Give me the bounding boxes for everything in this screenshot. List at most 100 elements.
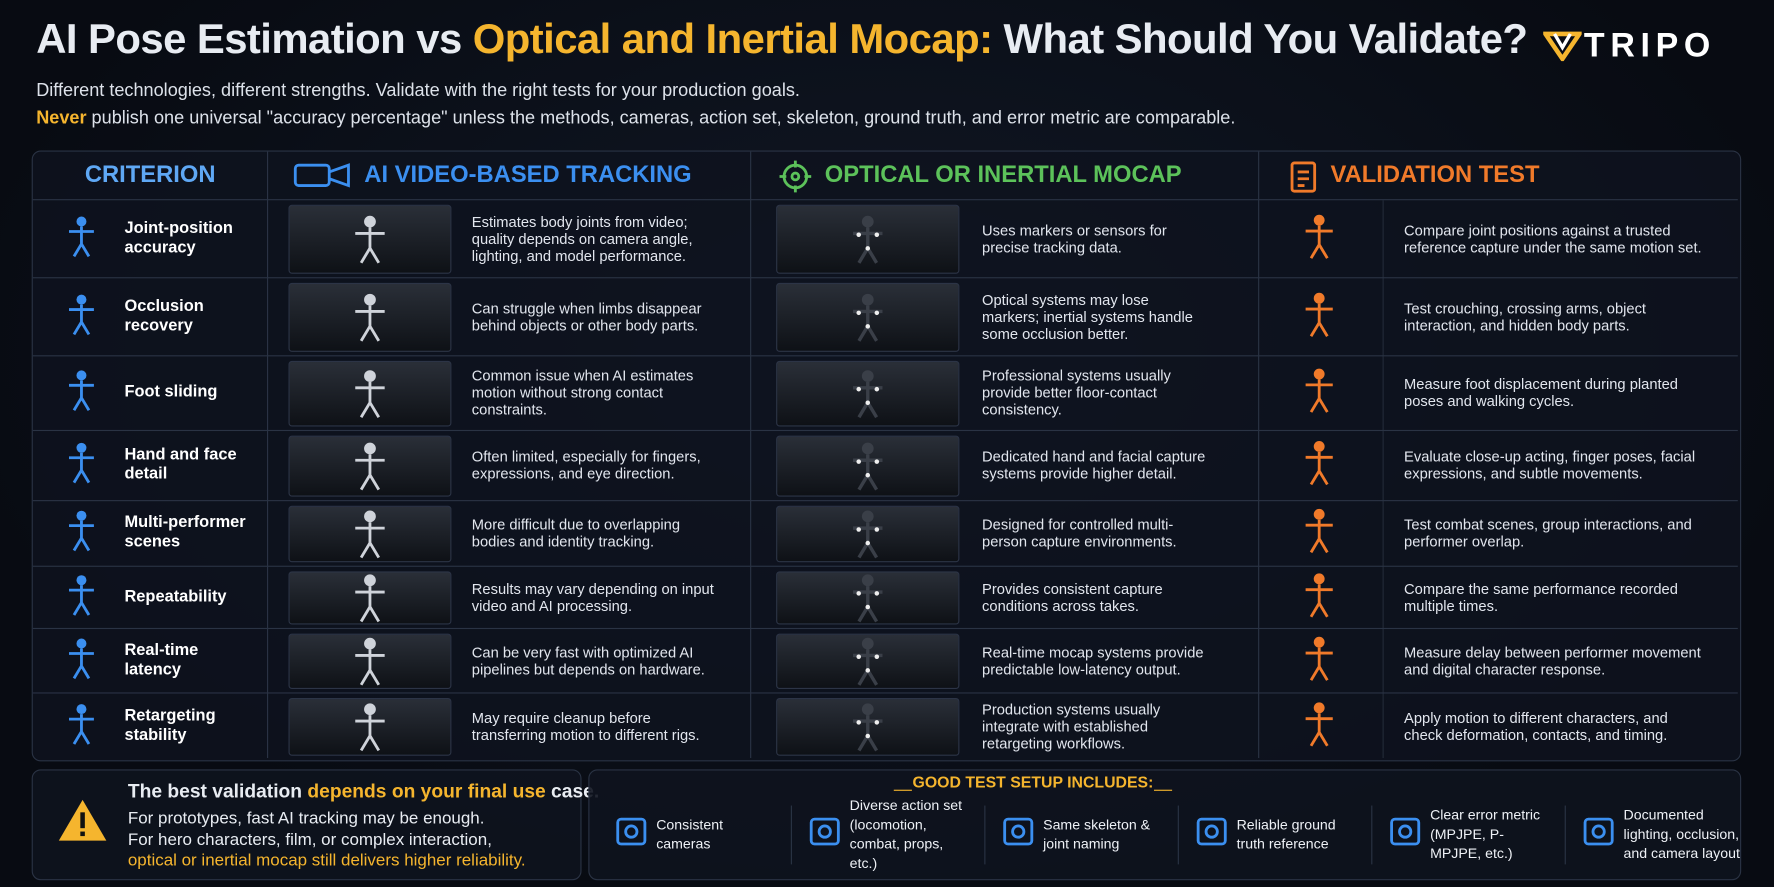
test-icon (1294, 635, 1344, 685)
mocap-text: Dedicated hand and facial capture system… (982, 448, 1206, 482)
criterion-icon-graphic (69, 574, 94, 616)
mocap-figure (853, 442, 883, 491)
column-header: VALIDATION TEST (1330, 161, 1540, 188)
setup-icon (1194, 812, 1235, 853)
note-highlight: Never (36, 108, 87, 128)
mocap-figure (853, 293, 883, 342)
title-part: What Should You Validate? (992, 15, 1528, 63)
mocap-image (776, 360, 960, 427)
setup-item: Diverse action set (locomotion, combat, … (849, 797, 963, 872)
ai-image (288, 435, 452, 497)
header-icon (777, 158, 813, 194)
mocap-figure (853, 703, 883, 752)
test-text: Test crouching, crossing arms, object in… (1404, 299, 1647, 334)
criterion-icon-graphic (69, 442, 94, 484)
criterion-icon-graphic (69, 703, 94, 745)
ai-text: May require cleanup before transferring … (471, 708, 700, 743)
mocap-text: Real-time mocap systems provide predicta… (982, 643, 1204, 678)
test-text: Measure foot displacement during planted… (1404, 375, 1678, 410)
setup-divider (1371, 805, 1373, 865)
mocap-image (776, 204, 960, 274)
test-icon (1294, 572, 1344, 622)
criterion-icon (59, 510, 104, 555)
criterion-icon (59, 703, 104, 748)
test-text: Test combat scenes, group interactions, … (1404, 515, 1692, 550)
test-icon-graphic (1305, 214, 1333, 259)
ai-image (288, 282, 452, 352)
logo: TRIPO (1583, 27, 1716, 65)
advice-line: For hero characters, film, or complex in… (127, 829, 492, 850)
setup-item: Documented lighting, occlusion, and came… (1623, 807, 1740, 862)
setup-divider (1177, 805, 1179, 865)
logo-icon (1543, 31, 1582, 62)
mocap-image (776, 571, 960, 625)
criterion-icon-graphic (69, 510, 94, 552)
setup-item: Consistent cameras (656, 816, 724, 852)
column-divider (1382, 200, 1384, 759)
setup-item: Reliable ground truth reference (1236, 816, 1336, 852)
column-divider (1258, 151, 1260, 759)
mocap-figure (853, 637, 883, 686)
setup-icon (1387, 812, 1428, 853)
warning-icon (58, 799, 107, 841)
mocap-figure (853, 510, 883, 559)
mocap-text: Provides consistent capture conditions a… (982, 579, 1163, 614)
test-text: Measure delay between performer movement… (1404, 643, 1701, 678)
test-icon (1294, 291, 1344, 341)
test-text: Evaluate close-up acting, finger poses, … (1404, 448, 1696, 482)
ai-text: Can be very fast with optimized AI pipel… (471, 643, 705, 678)
setup-title: GOOD TEST SETUP INCLUDES: (912, 772, 1154, 791)
setup-icon-graphic (1196, 817, 1227, 846)
test-icon-graphic (1305, 292, 1333, 337)
criterion-icon (59, 294, 104, 339)
criterion-label: Joint-position accuracy (124, 218, 233, 257)
criterion-icon-graphic (69, 215, 94, 257)
mocap-figure (853, 574, 883, 623)
ai-text: Can struggle when limbs disappear behind… (471, 299, 702, 334)
header-icon-graphic (1290, 161, 1317, 193)
title-part: AI Pose Estimation vs (36, 15, 473, 63)
setup-icon-graphic (1003, 817, 1034, 846)
setup-icon (613, 812, 654, 853)
mocap-image (776, 435, 960, 497)
advice-heading: The best validation depends on your fina… (128, 781, 599, 804)
test-icon-graphic (1305, 636, 1333, 681)
ai-figure (355, 510, 385, 559)
ai-image (288, 204, 452, 274)
ai-image (288, 505, 452, 563)
ai-text: More difficult due to overlapping bodies… (471, 515, 681, 550)
criterion-label: Foot sliding (124, 382, 218, 402)
setup-icon-graphic (809, 817, 840, 846)
mocap-text: Production systems usually integrate wit… (982, 700, 1161, 752)
criterion-label: Retargeting stability (124, 706, 216, 744)
advice-box (31, 769, 582, 881)
setup-icon-graphic (1583, 817, 1614, 846)
test-text: Compare joint positions against a truste… (1404, 221, 1702, 256)
ai-image (288, 698, 452, 756)
ai-figure (355, 370, 385, 418)
ai-figure (355, 215, 385, 264)
criterion-label: Hand and face detail (124, 445, 237, 484)
test-text: Compare the same performance recorded mu… (1404, 579, 1678, 614)
criterion-label: Occlusion recovery (124, 296, 204, 335)
divider (893, 789, 912, 791)
header-icon (1289, 157, 1318, 193)
setup-item: Clear error metric (MPJPE, P-MPJPE, etc.… (1430, 807, 1541, 862)
setup-icon-graphic (616, 817, 647, 846)
test-text: Apply motion to different characters, an… (1404, 708, 1668, 743)
column-header: CRITERION (84, 161, 216, 188)
header-icon-graphic (779, 160, 812, 193)
title-highlight: Optical and Inertial Mocap: (472, 15, 993, 63)
advice-line: For prototypes, fast AI tracking may be … (127, 808, 485, 829)
criterion-icon (59, 637, 104, 683)
criterion-label: Repeatability (124, 587, 227, 606)
criterion-icon (59, 574, 104, 619)
mocap-figure (853, 215, 883, 264)
mocap-image (776, 282, 960, 352)
column-header: AI VIDEO-BASED TRACKING (364, 161, 692, 188)
advice-text: For prototypes, fast AI tracking may be … (128, 809, 526, 872)
setup-icon (807, 812, 848, 853)
header-icon (292, 161, 355, 190)
ai-text: Common issue when AI estimates motion wi… (471, 367, 694, 419)
